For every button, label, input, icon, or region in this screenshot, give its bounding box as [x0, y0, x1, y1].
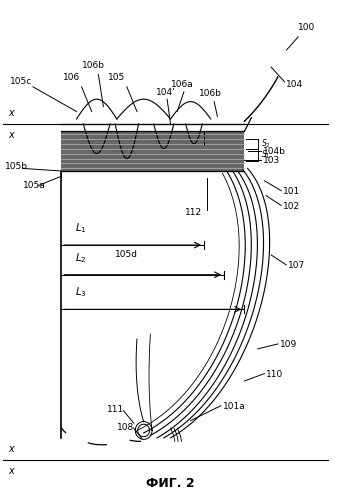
Text: 106b: 106b [82, 60, 105, 70]
Text: 106a: 106a [171, 80, 194, 90]
Text: 109: 109 [280, 340, 297, 349]
Text: x: x [8, 444, 14, 454]
Text: $L_3$: $L_3$ [75, 286, 87, 300]
Text: 105: 105 [108, 73, 125, 82]
Text: 107: 107 [288, 262, 305, 270]
Text: 104: 104 [286, 80, 303, 89]
Text: 103: 103 [263, 156, 280, 164]
Text: 105a: 105a [23, 181, 46, 190]
Text: 104': 104' [155, 88, 175, 96]
Text: $L_2$: $L_2$ [75, 251, 87, 265]
Text: ФИГ. 2: ФИГ. 2 [146, 477, 195, 490]
Text: x: x [8, 108, 14, 118]
Text: 101: 101 [283, 187, 300, 196]
Text: 106b: 106b [199, 88, 222, 98]
Text: x: x [8, 466, 14, 476]
Text: $S_2$: $S_2$ [261, 138, 271, 150]
Text: 106: 106 [63, 73, 80, 82]
Text: 105d: 105d [115, 250, 138, 260]
Polygon shape [61, 132, 244, 171]
Text: 101a: 101a [222, 402, 245, 411]
Text: 104b: 104b [263, 146, 286, 156]
Text: 112: 112 [185, 208, 202, 218]
Text: 105b: 105b [4, 162, 28, 172]
Text: $L_1$: $L_1$ [75, 222, 87, 235]
Text: 100: 100 [286, 23, 315, 50]
Text: 108: 108 [117, 424, 134, 432]
Text: 102: 102 [283, 202, 300, 211]
Text: 111: 111 [107, 404, 124, 413]
Text: $S_1$: $S_1$ [261, 148, 271, 161]
Text: 105c: 105c [10, 78, 32, 86]
Text: x: x [8, 130, 14, 140]
Text: 110: 110 [266, 370, 283, 379]
